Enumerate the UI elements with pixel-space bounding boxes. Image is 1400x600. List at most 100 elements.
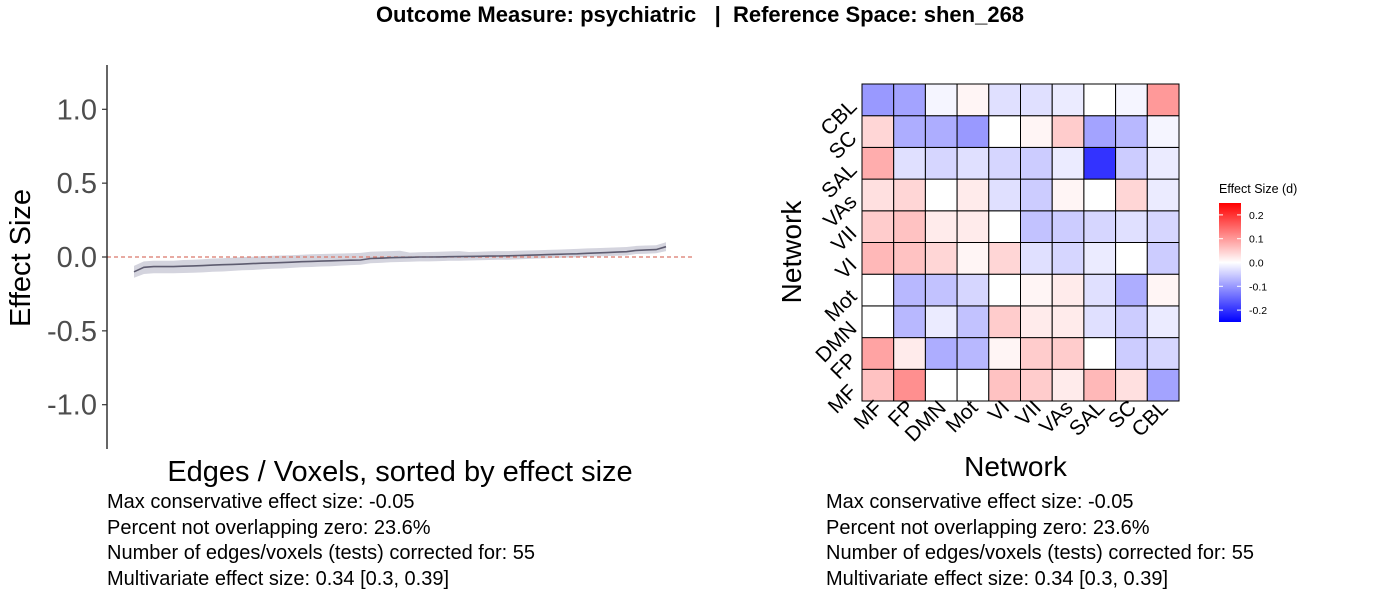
heatmap-cell <box>1115 273 1148 307</box>
heatmap-cell <box>1115 83 1148 117</box>
heatmap-cell <box>1051 83 1085 117</box>
heatmap-cell <box>861 368 895 402</box>
heatmap-cell <box>956 210 990 244</box>
color-legend: Effect Size (d) 0.2 0.1 0.0 -0.1 -0.2 <box>1219 182 1297 322</box>
heatmap-cell <box>956 242 990 275</box>
heatmap-cell <box>893 273 926 307</box>
heatmap-x-tick-label: CBL <box>1128 396 1173 441</box>
heatmap-cells <box>861 83 1180 402</box>
heatmap-cell <box>861 146 895 180</box>
effect-size-line <box>133 245 667 273</box>
heatmap-cell <box>988 305 1021 339</box>
heatmap-cell <box>956 146 990 180</box>
heatmap-cell <box>1146 242 1180 275</box>
left-stat-max-conservative: Max conservative effect size: -0.05 <box>107 491 415 513</box>
heatmap-cell <box>924 178 958 212</box>
left-stat-percent-nonzero: Percent not overlapping zero: 23.6% <box>107 516 431 539</box>
heatmap-cell <box>1051 273 1085 307</box>
heatmap-cell <box>956 115 990 148</box>
heatmap-cell <box>924 305 958 339</box>
heatmap-cell <box>1051 210 1085 244</box>
heatmap-cell <box>893 146 926 180</box>
heatmap-cell <box>1115 210 1148 244</box>
heatmap-cell <box>1051 368 1085 402</box>
heatmap-cell <box>1115 368 1148 402</box>
heatmap-cell <box>1146 146 1180 180</box>
heatmap-cell <box>1020 242 1053 275</box>
y-tick-label: 1.0 <box>57 94 97 126</box>
heatmap-cell <box>1083 146 1117 180</box>
heatmap-y-axis-label: Network <box>776 200 807 304</box>
heatmap-cell <box>861 178 895 212</box>
confidence-band-area <box>134 242 666 278</box>
heatmap-cell <box>956 273 990 307</box>
heatmap-cell <box>1051 115 1085 148</box>
right-stat-percent-nonzero: Percent not overlapping zero: 23.6% <box>826 516 1150 539</box>
heatmap-cell <box>1020 273 1053 307</box>
heatmap-cell <box>893 337 926 370</box>
heatmap-cell <box>893 83 926 117</box>
heatmap-cell <box>1115 242 1148 275</box>
effect-size-line-group <box>133 245 667 273</box>
heatmap-cell <box>956 368 990 402</box>
heatmap-cell <box>1146 178 1180 212</box>
legend-tick-label: -0.1 <box>1249 281 1267 293</box>
heatmap-cell <box>1020 83 1053 117</box>
heatmap-cell <box>924 146 958 180</box>
left-stats-block: Max conservative effect size: -0.05 Perc… <box>107 490 535 592</box>
left-stat-multivariate: Multivariate effect size: 0.34 [0.3, 0.3… <box>107 567 450 590</box>
heatmap-cell <box>1083 242 1117 275</box>
heatmap-cell <box>1146 305 1180 339</box>
y-axis-label: Effect Size <box>5 189 37 327</box>
heatmap-cell <box>924 115 958 148</box>
y-tick-label: -0.5 <box>47 316 97 348</box>
heatmap-cell <box>893 115 926 148</box>
heatmap-y-tick-label: Mot <box>821 285 862 326</box>
heatmap-cell <box>1146 273 1180 307</box>
legend-ticks: 0.2 0.1 0.0 -0.1 -0.2 <box>1219 210 1267 317</box>
heatmap-cell <box>1083 210 1117 244</box>
heatmap-y-tick-label: CBL <box>816 95 861 140</box>
heatmap-cell <box>861 273 895 307</box>
legend-tick-label: 0.2 <box>1249 210 1264 222</box>
confidence-band <box>134 242 666 278</box>
heatmap-cell <box>1115 115 1148 148</box>
y-tick-label: 0.5 <box>57 168 97 200</box>
heatmap-cell <box>956 337 990 370</box>
heatmap-cell <box>1146 210 1180 244</box>
left-stat-num-tests: Number of edges/voxels (tests) corrected… <box>107 542 535 564</box>
heatmap-cell <box>861 242 895 275</box>
heatmap-y-tick-label: VI <box>831 254 861 284</box>
legend-title: Effect Size (d) <box>1219 182 1297 196</box>
heatmap-cell <box>988 115 1021 148</box>
heatmap-cell <box>956 178 990 212</box>
heatmap-cell <box>1051 242 1085 275</box>
heatmap-cell <box>1115 146 1148 180</box>
heatmap-cell <box>861 337 895 370</box>
x-axis-label: Edges / Voxels, sorted by effect size <box>167 456 632 488</box>
heatmap-cell <box>956 305 990 339</box>
heatmap-cell <box>893 178 926 212</box>
heatmap-cell <box>1146 337 1180 370</box>
right-stat-multivariate: Multivariate effect size: 0.34 [0.3, 0.3… <box>826 567 1169 590</box>
y-axis-ticks: 1.0 0.5 0.0 -0.5 -1.0 <box>47 94 107 422</box>
right-stat-num-tests: Number of edges/voxels (tests) corrected… <box>826 542 1254 564</box>
heatmap-cell <box>924 210 958 244</box>
y-tick-label: -1.0 <box>47 390 97 422</box>
heatmap-cell <box>1020 146 1053 180</box>
heatmap-cell <box>861 305 895 339</box>
heatmap-cell <box>988 242 1021 275</box>
heatmap-cell <box>988 210 1021 244</box>
heatmap-cell <box>1051 146 1085 180</box>
heatmap-cell <box>1083 273 1117 307</box>
heatmap-cell <box>1020 178 1053 212</box>
heatmap-x-tick-label: SAL <box>1065 396 1109 440</box>
heatmap-cell <box>1083 337 1117 370</box>
heatmap-y-tick-label: VAs <box>819 190 861 232</box>
heatmap-cell <box>1083 305 1117 339</box>
heatmap-cell <box>988 146 1021 180</box>
heatmap-cell <box>924 337 958 370</box>
